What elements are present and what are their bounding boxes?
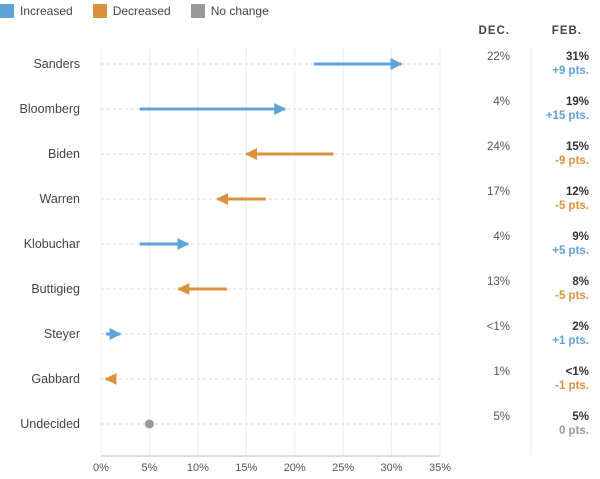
legend-label-nochange: No change bbox=[210, 4, 269, 18]
legend-item-increased: Increased bbox=[0, 4, 73, 18]
dec-value: 1% bbox=[493, 366, 510, 378]
feb-value: 2% bbox=[572, 321, 589, 333]
legend: Increased Decreased No change bbox=[0, 2, 289, 20]
x-tick-label: 25% bbox=[332, 462, 354, 474]
value-table: DEC. FEB. 22% 31% +9 pts. 4% 19% +15 pts. 24% 1… bbox=[479, 25, 589, 455]
x-tick-label: 30% bbox=[381, 462, 403, 474]
dec-value: <1% bbox=[487, 321, 510, 333]
change-value: -5 pts. bbox=[555, 200, 589, 212]
legend-label-increased: Increased bbox=[20, 4, 73, 18]
dec-value: 13% bbox=[487, 276, 510, 288]
legend-swatch-nochange bbox=[190, 4, 205, 18]
feb-value: <1% bbox=[566, 366, 589, 378]
dec-value: 5% bbox=[493, 411, 510, 423]
change-value: +5 pts. bbox=[552, 245, 589, 257]
category-label: Bloomberg bbox=[20, 102, 80, 116]
x-tick-label: 35% bbox=[429, 462, 451, 474]
feb-value: 31% bbox=[566, 51, 589, 63]
x-tick-label: 0% bbox=[93, 462, 109, 474]
column-header-feb: FEB. bbox=[552, 25, 582, 37]
change-value: +15 pts. bbox=[546, 110, 589, 122]
change-value: -1 pts. bbox=[555, 380, 589, 392]
legend-swatch-decreased bbox=[92, 4, 107, 18]
legend-item-decreased: Decreased bbox=[92, 4, 171, 18]
legend-item-nochange: No change bbox=[190, 4, 269, 18]
grid-layer bbox=[100, 48, 441, 456]
legend-label-decreased: Decreased bbox=[112, 4, 171, 18]
change-value: +1 pts. bbox=[552, 335, 589, 347]
x-tick-label: 5% bbox=[141, 462, 157, 474]
dec-value: 24% bbox=[487, 141, 510, 153]
feb-value: 9% bbox=[572, 231, 589, 243]
feb-value: 8% bbox=[572, 276, 589, 288]
feb-value: 12% bbox=[566, 186, 589, 198]
category-label: Buttigieg bbox=[31, 282, 80, 296]
category-label: Klobuchar bbox=[24, 237, 80, 251]
dec-value: 4% bbox=[493, 96, 510, 108]
category-label: Sanders bbox=[33, 57, 80, 71]
x-tick-label: 10% bbox=[187, 462, 209, 474]
x-axis: 0% 5% 10% 15% 20% 25% 30% 35% bbox=[93, 455, 451, 474]
dec-value: 4% bbox=[493, 231, 510, 243]
category-label: Gabbard bbox=[31, 372, 80, 386]
column-header-dec: DEC. bbox=[479, 25, 510, 37]
change-value: +9 pts. bbox=[552, 65, 589, 77]
change-value: -5 pts. bbox=[555, 290, 589, 302]
change-value: -9 pts. bbox=[555, 155, 589, 167]
x-tick-label: 20% bbox=[284, 462, 306, 474]
feb-value: 19% bbox=[566, 96, 589, 108]
row-layer: Sanders Bloomberg Biden Warren Klobuchar Butt… bbox=[20, 57, 403, 431]
x-tick-label: 15% bbox=[235, 462, 257, 474]
dec-value: 17% bbox=[487, 186, 510, 198]
category-label: Warren bbox=[39, 192, 80, 206]
data-point-nochange bbox=[144, 419, 154, 429]
feb-value: 5% bbox=[572, 411, 589, 423]
legend-swatch-increased bbox=[0, 4, 14, 18]
category-label: Biden bbox=[48, 147, 80, 161]
category-label: Steyer bbox=[44, 327, 80, 341]
dec-value: 22% bbox=[487, 51, 510, 63]
category-label: Undecided bbox=[20, 417, 80, 431]
change-value: 0 pts. bbox=[559, 425, 589, 437]
feb-value: 15% bbox=[566, 141, 589, 153]
